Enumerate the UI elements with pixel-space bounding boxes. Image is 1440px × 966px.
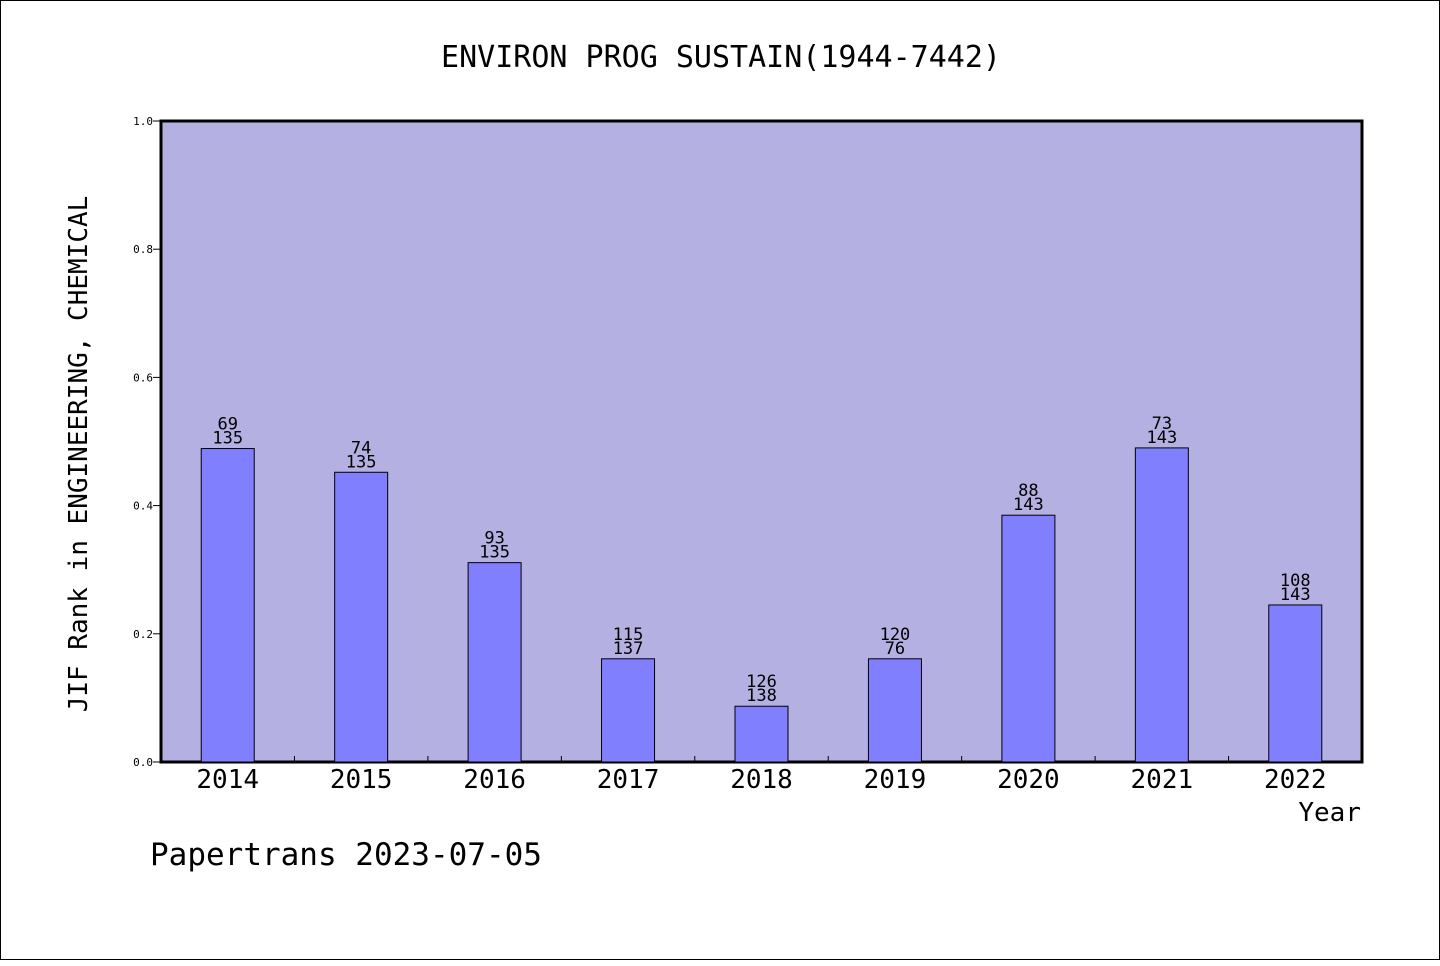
bar-rank-label: 74 xyxy=(351,438,371,458)
x-tick-label: 2015 xyxy=(330,765,393,795)
bar-2018 xyxy=(734,705,789,763)
bar-total-label: 135 xyxy=(346,452,377,472)
bar-2021 xyxy=(1134,447,1189,763)
y-axis-label: JIF Rank in ENGINEERING, CHEMICAL xyxy=(64,196,94,713)
bar-rank-label: 73 xyxy=(1152,414,1172,434)
x-tick-label: 2021 xyxy=(1131,765,1194,795)
bar-total-label: 143 xyxy=(1013,495,1044,515)
x-tick-label: 2020 xyxy=(997,765,1060,795)
bar-2015 xyxy=(334,471,389,763)
bar-total-label: 135 xyxy=(212,429,243,449)
bar-rank-label: 69 xyxy=(217,415,237,435)
bar-total-label: 138 xyxy=(746,686,777,706)
x-tick-label: 2018 xyxy=(730,765,793,795)
bar-total-label: 143 xyxy=(1146,428,1177,448)
bar-2022 xyxy=(1268,604,1323,763)
y-tick-label: 0.0 xyxy=(133,756,153,769)
x-axis-label: Year xyxy=(1298,798,1361,828)
bar-2019 xyxy=(867,658,922,763)
bar-rank-label: 108 xyxy=(1280,571,1311,591)
bar-rank-label: 126 xyxy=(746,672,777,692)
y-tick-label: 0.4 xyxy=(133,500,153,513)
x-tick-label: 2014 xyxy=(196,765,259,795)
x-tick-label: 2019 xyxy=(864,765,927,795)
x-tick-label: 2016 xyxy=(463,765,526,795)
y-tick-label: 1.0 xyxy=(133,115,153,128)
bar-2016 xyxy=(467,562,522,763)
footer-text: Papertrans 2023-07-05 xyxy=(150,837,542,873)
bar-rank-label: 88 xyxy=(1018,481,1038,501)
bar-rank-label: 93 xyxy=(484,529,504,549)
bar-total-label: 137 xyxy=(613,639,644,659)
chart-title: ENVIRON PROG SUSTAIN(1944-7442) xyxy=(441,40,1001,75)
bar-total-label: 135 xyxy=(479,543,510,563)
y-tick-label: 0.8 xyxy=(133,243,153,256)
bar-total-label: 76 xyxy=(885,639,905,659)
bar-2017 xyxy=(601,658,656,763)
bar-rank-label: 120 xyxy=(880,625,911,645)
bar-2020 xyxy=(1001,514,1056,763)
bar-2014 xyxy=(200,448,255,763)
x-tick-label: 2022 xyxy=(1264,765,1327,795)
x-tick-label: 2017 xyxy=(597,765,660,795)
y-tick-label: 0.2 xyxy=(133,628,153,641)
y-tick-label: 0.6 xyxy=(133,371,153,384)
bar-rank-label: 115 xyxy=(613,625,644,645)
bar-total-label: 143 xyxy=(1280,585,1311,605)
